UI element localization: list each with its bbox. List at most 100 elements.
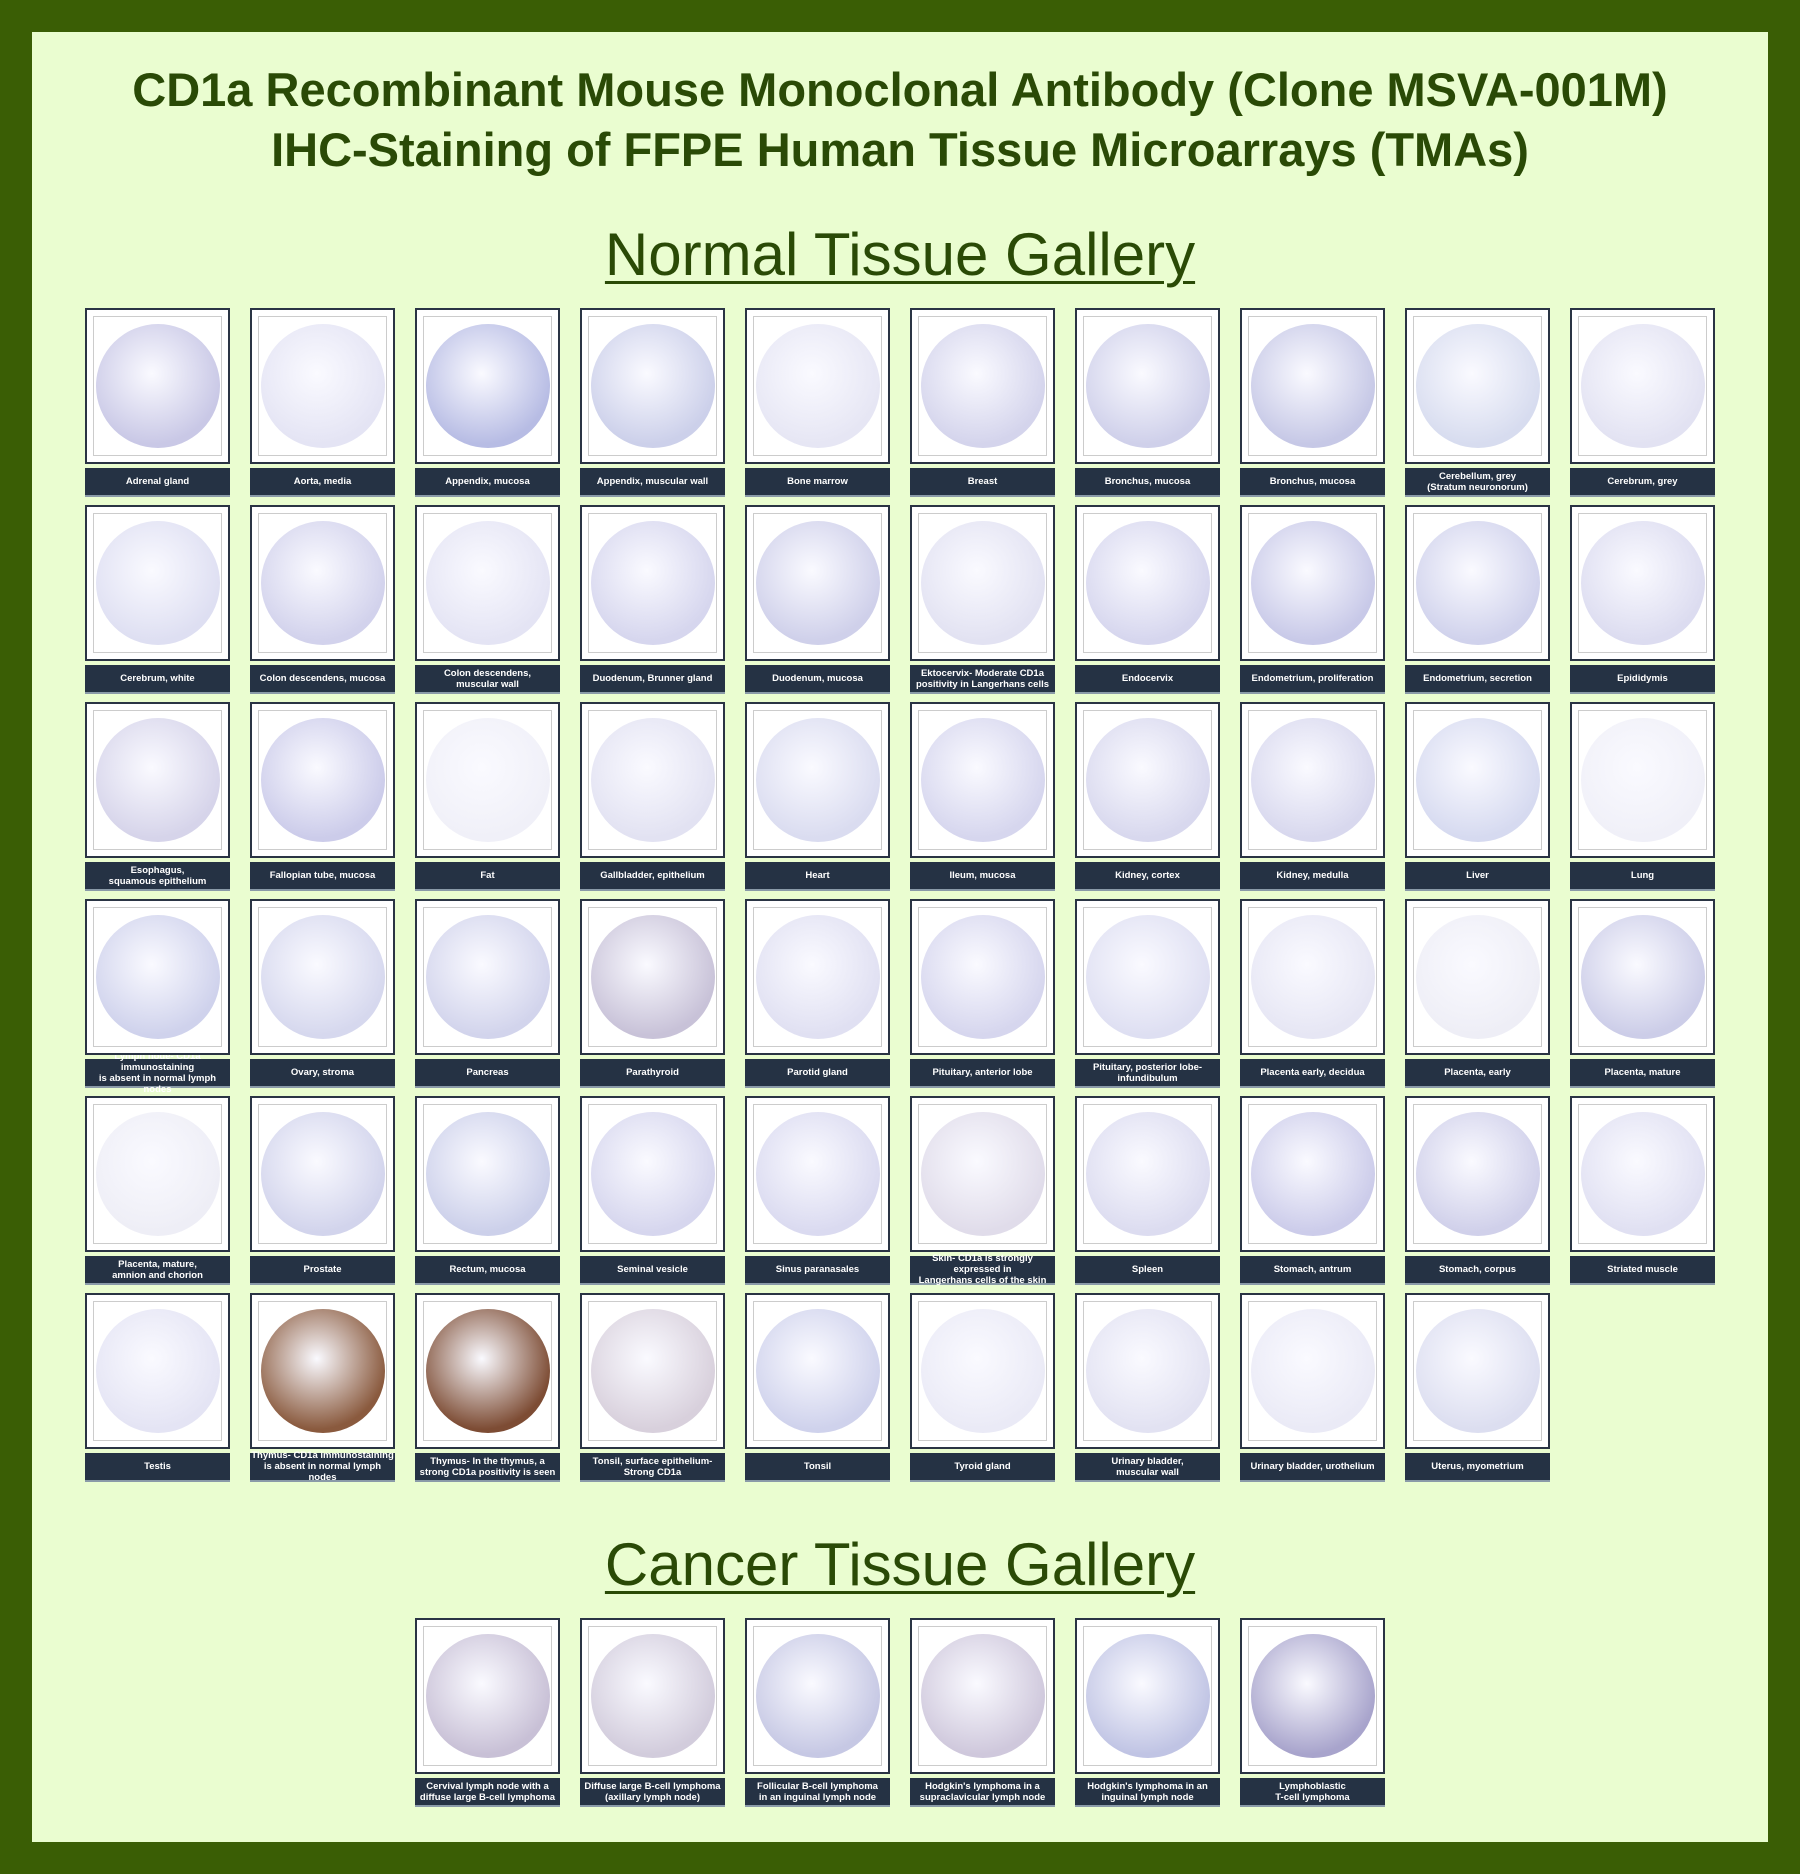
tissue-image[interactable] [745,702,890,858]
tissue-image[interactable] [1405,1096,1550,1252]
tissue-core [590,324,715,448]
tissue-tile: Cerebrum, white [85,505,230,692]
tissue-image[interactable] [745,1096,890,1252]
image-frame [588,1626,717,1766]
tissue-image[interactable] [745,1618,890,1774]
tissue-image[interactable] [1075,702,1220,858]
tissue-image[interactable] [85,702,230,858]
tissue-image[interactable] [250,702,395,858]
tissue-image[interactable] [1075,899,1220,1055]
tissue-core [1085,324,1210,448]
tissue-tile: Pancreas [415,899,560,1086]
tissue-image[interactable] [910,702,1055,858]
tissue-tile: Tyroid gland [910,1293,1055,1480]
tissue-core [1580,324,1705,448]
tissue-image[interactable] [1405,308,1550,464]
tissue-core [755,521,880,645]
tissue-image[interactable] [1240,308,1385,464]
tissue-core [590,1309,715,1433]
tissue-core [590,718,715,842]
tissue-image[interactable] [415,308,560,464]
tissue-label: Endometrium, secretion [1405,665,1550,692]
tissue-image[interactable] [85,1293,230,1449]
tissue-tile: Hodgkin's lymphoma in an inguinal lymph … [1075,1618,1220,1805]
image-frame [753,1626,882,1766]
tissue-label: Parathyroid [580,1059,725,1086]
tissue-image[interactable] [910,1293,1055,1449]
image-frame [1578,710,1707,850]
tissue-image[interactable] [250,1096,395,1252]
tissue-image[interactable] [415,1293,560,1449]
tissue-image[interactable] [85,308,230,464]
tissue-label: Colon descendens, mucosa [250,665,395,692]
tissue-image[interactable] [85,505,230,661]
tissue-image[interactable] [580,308,725,464]
tissue-image[interactable] [415,899,560,1055]
tissue-image[interactable] [1570,308,1715,464]
tissue-image[interactable] [1240,1618,1385,1774]
image-frame [918,1104,1047,1244]
image-frame [918,316,1047,456]
tissue-image[interactable] [745,308,890,464]
tissue-image[interactable] [745,899,890,1055]
tissue-label: Cerebrum, grey [1570,468,1715,495]
tissue-image[interactable] [250,899,395,1055]
tissue-image[interactable] [1075,1293,1220,1449]
tissue-image[interactable] [415,505,560,661]
tissue-label: Liver [1405,862,1550,889]
tissue-image[interactable] [1240,505,1385,661]
tissue-image[interactable] [85,1096,230,1252]
tissue-image[interactable] [250,1293,395,1449]
tissue-image[interactable] [250,505,395,661]
tissue-label: Uterus, myometrium [1405,1453,1550,1480]
tissue-image[interactable] [1405,702,1550,858]
tissue-image[interactable] [580,899,725,1055]
tissue-label: Lung [1570,862,1715,889]
tissue-image[interactable] [580,702,725,858]
tissue-core [920,521,1045,645]
tissue-image[interactable] [415,1096,560,1252]
tissue-image[interactable] [1240,702,1385,858]
tissue-image[interactable] [415,1618,560,1774]
tissue-tile: Duodenum, mucosa [745,505,890,692]
image-frame [1248,1626,1377,1766]
tissue-image[interactable] [580,1293,725,1449]
tissue-label: Ileum, mucosa [910,862,1055,889]
tissue-label: Tyroid gland [910,1453,1055,1480]
tissue-image[interactable] [85,899,230,1055]
tissue-label: Appendix, muscular wall [580,468,725,495]
tissue-image[interactable] [1405,505,1550,661]
tissue-image[interactable] [1405,1293,1550,1449]
tissue-image[interactable] [1075,1096,1220,1252]
tissue-image[interactable] [1240,1096,1385,1252]
tissue-image[interactable] [1570,899,1715,1055]
tissue-image[interactable] [910,308,1055,464]
tissue-image[interactable] [1405,899,1550,1055]
tissue-image[interactable] [1240,1293,1385,1449]
tissue-image[interactable] [580,505,725,661]
tissue-image[interactable] [910,1618,1055,1774]
tissue-tile: Parotid gland [745,899,890,1086]
tissue-image[interactable] [745,505,890,661]
image-frame [258,1301,387,1441]
tissue-label: Gallbladder, epithelium [580,862,725,889]
tissue-image[interactable] [910,1096,1055,1252]
tissue-image[interactable] [1240,899,1385,1055]
tissue-image[interactable] [1570,1096,1715,1252]
tissue-core [1250,1309,1375,1433]
tissue-label: Thymus- In the thymus, a strong CD1a pos… [415,1453,560,1480]
image-frame [753,316,882,456]
tissue-image[interactable] [1570,505,1715,661]
tissue-core [1250,521,1375,645]
tissue-image[interactable] [1075,308,1220,464]
tissue-image[interactable] [910,505,1055,661]
tissue-image[interactable] [910,899,1055,1055]
tissue-image[interactable] [745,1293,890,1449]
tissue-image[interactable] [250,308,395,464]
tissue-image[interactable] [415,702,560,858]
tissue-image[interactable] [1570,702,1715,858]
tissue-image[interactable] [580,1096,725,1252]
tissue-image[interactable] [1075,1618,1220,1774]
tissue-image[interactable] [1075,505,1220,661]
tissue-image[interactable] [580,1618,725,1774]
